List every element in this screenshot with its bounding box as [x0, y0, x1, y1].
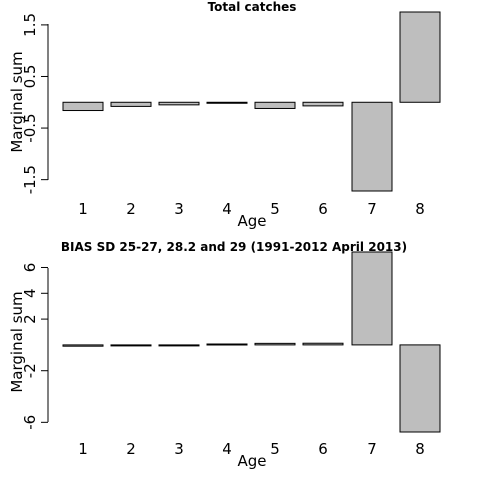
chart-panel-2: BIAS SD 25-27, 28.2 and 29 (1991-2012 Ap… [8, 240, 441, 470]
x-category-label: 7 [367, 200, 377, 218]
x-category-label: 2 [126, 440, 136, 458]
x-category-label: 5 [270, 200, 280, 218]
x-category-label: 8 [415, 200, 425, 218]
x-category-label: 6 [318, 200, 328, 218]
chart-panel-1: Total catches -1.5 -0.5 0.5 1.5 Marginal su… [8, 0, 441, 230]
y-tick-label: 4 [21, 289, 39, 299]
bar-age-3 [158, 101, 200, 106]
x-axis-label: Age [237, 452, 266, 470]
y-tick-label: 0.5 [21, 65, 39, 89]
chart-title: Total catches [208, 0, 297, 14]
x-category-label: 6 [318, 440, 328, 458]
y-tick-label: -6 [21, 415, 39, 430]
bars [62, 251, 441, 433]
bar-age-1 [62, 344, 104, 347]
y-ticks: -1.5 -0.5 0.5 1.5 [21, 13, 48, 194]
bar-age-5 [254, 101, 296, 109]
bar-age-6 [302, 101, 344, 107]
y-axis-label: Marginal sum [8, 51, 26, 152]
y-tick-label: 2 [21, 314, 39, 324]
category-labels: 1 2 3 4 5 6 7 8 [78, 440, 425, 458]
bar-age-7 [351, 101, 393, 192]
x-category-label: 4 [222, 440, 232, 458]
x-category-label: 3 [174, 440, 184, 458]
y-ticks: -6 -2 2 4 6 [21, 263, 48, 430]
y-tick-label: -1.5 [21, 165, 39, 194]
bar-age-2 [110, 344, 152, 347]
x-category-label: 1 [78, 440, 88, 458]
bar-age-7 [351, 251, 393, 346]
y-tick-label: 1.5 [21, 13, 39, 37]
x-category-label: 3 [174, 200, 184, 218]
bar-age-5 [254, 342, 296, 346]
bar-age-8 [399, 11, 441, 103]
y-tick-label: 6 [21, 263, 39, 273]
category-labels: 1 2 3 4 5 6 7 8 [78, 200, 425, 218]
x-category-label: 4 [222, 200, 232, 218]
bar-age-8 [399, 344, 441, 433]
bar-age-3 [158, 344, 200, 347]
bar-age-1 [62, 101, 104, 112]
chart-title: BIAS SD 25-27, 28.2 and 29 (1991-2012 Ap… [61, 240, 407, 254]
y-tick-label: -0.5 [21, 113, 39, 142]
bars [62, 11, 441, 192]
x-category-label: 7 [367, 440, 377, 458]
bar-age-6 [302, 342, 344, 346]
x-category-label: 2 [126, 200, 136, 218]
x-axis-label: Age [237, 212, 266, 230]
bar-age-4 [206, 101, 248, 104]
x-category-label: 1 [78, 200, 88, 218]
y-tick-label: -2 [21, 363, 39, 378]
x-category-label: 8 [415, 440, 425, 458]
y-axis-label: Marginal sum [8, 291, 26, 392]
bar-age-2 [110, 101, 152, 107]
bar-age-4 [206, 343, 248, 346]
x-category-label: 5 [270, 440, 280, 458]
